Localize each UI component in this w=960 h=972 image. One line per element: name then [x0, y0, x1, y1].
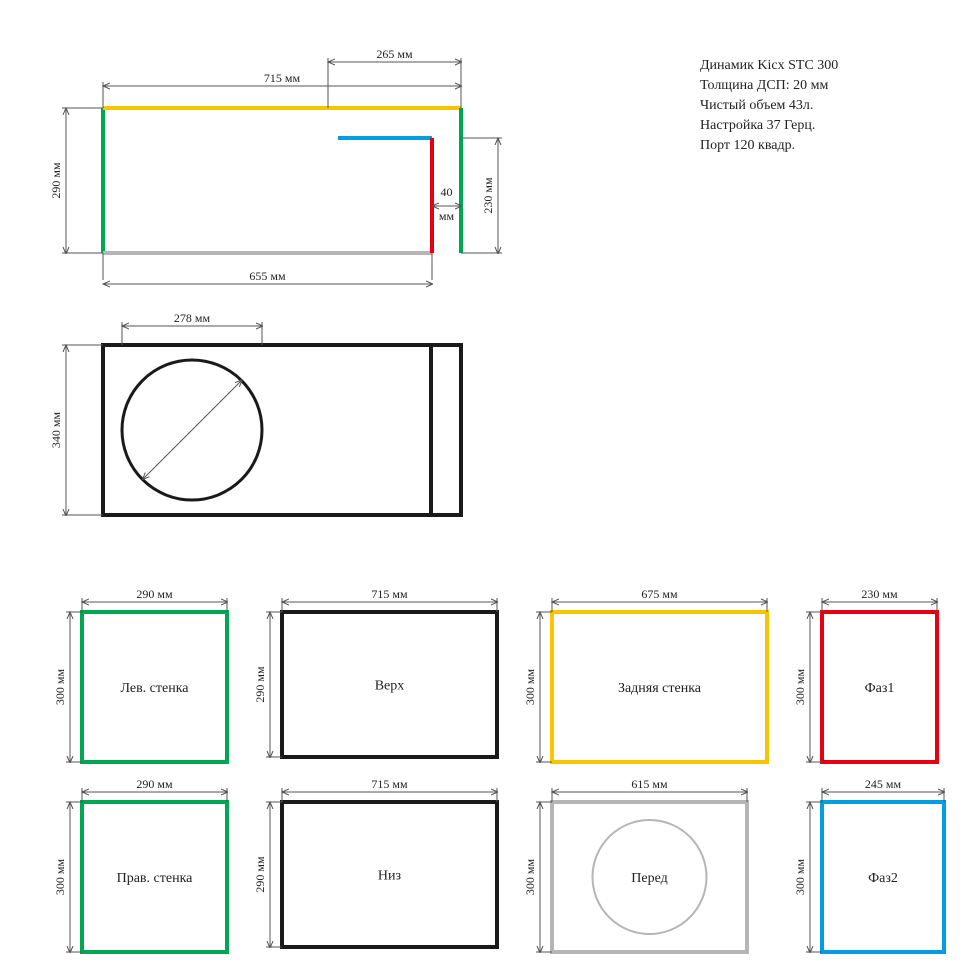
info-line5: Порт 120 квадр. [700, 138, 795, 154]
panel-label-back: Задняя стенка [618, 681, 702, 696]
panel-top: 715 мм290 ммВерх [260, 590, 517, 777]
info-line3: Чистый объем 43л. [700, 98, 813, 114]
svg-text:300 мм: 300 мм [523, 669, 537, 706]
panel-front: 615 мм300 ммПеред [530, 780, 767, 972]
info-line4: Настройка 37 Герц. [700, 118, 815, 134]
panel-label-top: Верх [375, 679, 405, 694]
cross-section-diagram: 715 мм 265 мм 655 мм 290 мм 230 мм 40 мм [0, 0, 560, 300]
panel-label-front: Перед [631, 871, 667, 886]
svg-text:655 мм: 655 мм [249, 269, 286, 283]
panel-label-faz1: Фаз1 [865, 681, 895, 696]
svg-text:278 мм: 278 мм [174, 311, 211, 325]
top-view-diagram: 278 мм 340 мм [0, 300, 520, 550]
svg-text:290 мм: 290 мм [253, 856, 267, 893]
svg-text:290 мм: 290 мм [136, 587, 173, 601]
svg-text:290 мм: 290 мм [253, 666, 267, 703]
svg-text:245 мм: 245 мм [865, 777, 902, 791]
svg-text:715 мм: 715 мм [371, 777, 408, 791]
panel-label-bottom: Низ [378, 869, 402, 884]
svg-text:340 мм: 340 мм [49, 412, 63, 449]
panel-faz2: 245 мм300 ммФаз2 [800, 780, 960, 972]
panel-back: 675 мм300 ммЗадняя стенка [530, 590, 787, 782]
svg-text:715 мм: 715 мм [371, 587, 408, 601]
panel-right-wall: 290 мм300 ммПрав. стенка [60, 780, 247, 972]
svg-text:мм: мм [439, 209, 455, 223]
svg-text:290 мм: 290 мм [136, 777, 173, 791]
info-line1: Динамик Kicx STC 300 [700, 58, 838, 74]
svg-text:230 мм: 230 мм [861, 587, 898, 601]
svg-text:675 мм: 675 мм [641, 587, 678, 601]
svg-text:615 мм: 615 мм [631, 777, 668, 791]
svg-text:230 мм: 230 мм [481, 177, 495, 214]
info-line2: Толщина ДСП: 20 мм [700, 78, 828, 94]
svg-text:265 мм: 265 мм [376, 47, 413, 61]
svg-text:290 мм: 290 мм [49, 162, 63, 199]
svg-text:300 мм: 300 мм [53, 859, 67, 896]
panel-label-left-wall: Лев. стенка [120, 681, 189, 696]
svg-text:300 мм: 300 мм [793, 859, 807, 896]
panel-left-wall: 290 мм300 ммЛев. стенка [60, 590, 247, 782]
svg-text:40: 40 [441, 185, 453, 199]
svg-text:300 мм: 300 мм [53, 669, 67, 706]
panel-faz1: 230 мм300 ммФаз1 [800, 590, 957, 782]
panel-label-right-wall: Прав. стенка [117, 871, 194, 886]
svg-text:715 мм: 715 мм [264, 71, 301, 85]
svg-text:300 мм: 300 мм [793, 669, 807, 706]
panel-label-faz2: Фаз2 [868, 871, 898, 886]
panel-bottom: 715 мм290 ммНиз [260, 780, 517, 967]
svg-text:300 мм: 300 мм [523, 859, 537, 896]
